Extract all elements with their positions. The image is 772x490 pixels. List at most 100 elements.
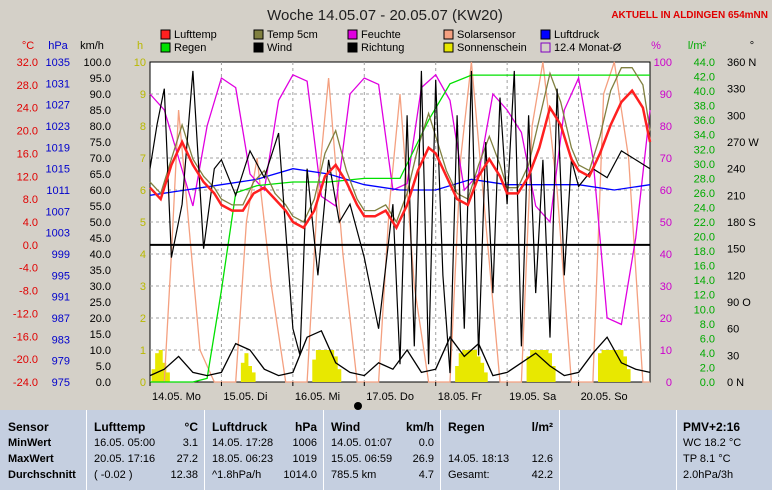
- chart-title: Woche 14.05.07 - 20.05.07 (KW20): [267, 7, 503, 24]
- axis-tick-kmh-3: 85.0: [90, 105, 111, 117]
- axis-tick-degrees-0: 360 N: [727, 57, 756, 69]
- axis-tick-degrees-11: 30: [727, 350, 739, 362]
- axis-tick-lm2-13: 18.0: [694, 246, 715, 258]
- wind-max-time: 15.05. 06:59: [331, 453, 393, 465]
- bar-sonnenschein-8: [251, 372, 256, 382]
- bar-sonnenschein-40: [619, 350, 624, 382]
- axis-tick-hpa-9: 999: [52, 249, 70, 261]
- axis-tick-hpa-15: 975: [52, 377, 70, 389]
- legend-swatch-0: [160, 29, 171, 40]
- col-blank: [560, 410, 677, 490]
- axis-tick-celsius-8: 0.0: [23, 240, 38, 252]
- luftdruck-trend: ^1.8hPa/h: [212, 469, 262, 481]
- axis-tick-kmh-4: 80.0: [90, 121, 111, 133]
- bar-sonnenschein-13: [326, 350, 331, 382]
- axis-tick-lm2-17: 10.0: [694, 304, 715, 316]
- axis-tick-hpa-0: 1035: [46, 57, 70, 69]
- axis-tick-kmh-10: 50.0: [90, 217, 111, 229]
- axis-tick-degrees-3: 270 W: [727, 137, 759, 149]
- axis-tick-lm2-2: 40.0: [694, 86, 715, 98]
- axis-tick-lm2-21: 2.0: [700, 362, 715, 374]
- lufttemp-unit: °C: [184, 420, 198, 434]
- axis-tick-celsius-6: 8.0: [23, 194, 38, 206]
- axis-tick-kmh-5: 75.0: [90, 137, 111, 149]
- col-regen: Regen l/m² 14.05. 18:13 12.6 Gesamt: 42.…: [441, 410, 560, 490]
- axis-tick-celsius-13: -20.0: [13, 354, 38, 366]
- lufttemp-max-value: 27.2: [176, 453, 198, 465]
- legend-label-8: Sonnenschein: [457, 42, 527, 54]
- axis-tick-percent-0: 100: [654, 57, 672, 69]
- series-line-feuchte: [149, 73, 651, 326]
- wind-distance: 785.5 km: [331, 469, 377, 481]
- axis-tick-kmh-9: 55.0: [90, 201, 111, 213]
- bar-sonnenschein-7: [248, 366, 252, 382]
- bar-sonnenschein-18: [458, 353, 463, 382]
- axis-tick-percent-10: 0: [666, 377, 672, 389]
- axis-tick-percent-8: 20: [660, 313, 672, 325]
- axis-tick-celsius-11: -12.0: [13, 308, 38, 320]
- bar-sonnenschein-12: [323, 350, 327, 382]
- axis-tick-kmh-1: 95.0: [90, 73, 111, 85]
- bar-sonnenschein-39: [615, 350, 620, 382]
- x-tick-label-2: 16.05. Mi: [295, 391, 340, 403]
- axis-tick-kmh-0: 100.0: [83, 57, 111, 69]
- axis-tick-degrees-10: 60: [727, 324, 739, 336]
- legend-swatch-4: [540, 29, 551, 40]
- axis-tick-kmh-20: 0.0: [96, 377, 111, 389]
- axis-tick-celsius-9: -4.0: [19, 263, 38, 275]
- legend-label-9: 12.4 Monat-Ø: [554, 42, 622, 54]
- bar-sonnenschein-42: [626, 369, 631, 382]
- axis-tick-lm2-20: 4.0: [700, 348, 715, 360]
- regen-max-time: 14.05. 18:13: [448, 453, 510, 465]
- axis-tick-celsius-2: 24.0: [17, 103, 38, 115]
- legend-swatch-7: [347, 42, 358, 53]
- row-label-min: MinWert: [8, 437, 52, 449]
- axis-tick-kmh-2: 90.0: [90, 89, 111, 101]
- bar-sonnenschein-9: [312, 359, 317, 382]
- wind-min-value: 0.0: [418, 437, 434, 449]
- bar-sonnenschein-34: [598, 353, 602, 382]
- x-tick-label-0: 14.05. Mo: [152, 391, 201, 403]
- axis-tick-hpa-12: 987: [52, 313, 70, 325]
- legend-label-6: Wind: [267, 42, 292, 54]
- wind-header: Wind: [331, 420, 361, 434]
- wind-avg-value: 4.7: [418, 469, 434, 481]
- axis-tick-hpa-8: 1003: [46, 228, 70, 240]
- luftdruck-avg-value: 1014.0: [283, 469, 317, 481]
- series-line-regen: [150, 74, 650, 383]
- regen-unit: l/m²: [531, 420, 553, 434]
- axis-tick-degrees-6: 180 S: [727, 217, 756, 229]
- bar-sonnenschein-22: [473, 350, 477, 382]
- axis-unit-lm2: l/m²: [688, 40, 707, 52]
- bar-sonnenschein-41: [623, 356, 627, 382]
- bar-sonnenschein-11: [319, 350, 324, 382]
- bar-sonnenschein-21: [469, 350, 474, 382]
- current-time-marker: [354, 402, 362, 410]
- axis-tick-hours-8: 2: [140, 313, 146, 325]
- axis-unit-celsius: °C: [22, 40, 34, 52]
- axis-tick-hours-9: 1: [140, 345, 146, 357]
- lufttemp-min-value: 3.1: [182, 437, 198, 449]
- axis-tick-celsius-1: 28.0: [17, 80, 38, 92]
- legend-swatch-3: [443, 29, 454, 40]
- axis-tick-percent-3: 70: [660, 153, 672, 165]
- axis-tick-degrees-9: 90 O: [727, 297, 751, 309]
- axis-tick-degrees-5: 210: [727, 190, 745, 202]
- bar-sonnenschein-17: [455, 366, 460, 382]
- bar-sonnenschein-15: [333, 356, 338, 382]
- axis-tick-celsius-7: 4.0: [23, 217, 38, 229]
- bar-sonnenschein-29: [537, 350, 542, 382]
- axis-tick-lm2-10: 24.0: [694, 202, 715, 214]
- axis-tick-lm2-14: 16.0: [694, 261, 715, 273]
- x-tick-label-6: 20.05. So: [581, 391, 628, 403]
- pmv-pressure-trend: 2.0hPa/3h: [683, 469, 734, 481]
- axis-tick-kmh-7: 65.0: [90, 169, 111, 181]
- stats-table: Sensor MinWert MaxWert Durchschnitt Luft…: [0, 410, 772, 490]
- legend-label-3: Solarsensor: [457, 29, 516, 41]
- bar-sonnenschein-36: [605, 350, 610, 382]
- axis-tick-lm2-5: 34.0: [694, 130, 715, 142]
- axis-tick-celsius-10: -8.0: [19, 286, 38, 298]
- series-line-lufttemp: [149, 88, 652, 231]
- axis-tick-hours-5: 5: [140, 217, 146, 229]
- bar-sonnenschein-6: [244, 353, 249, 382]
